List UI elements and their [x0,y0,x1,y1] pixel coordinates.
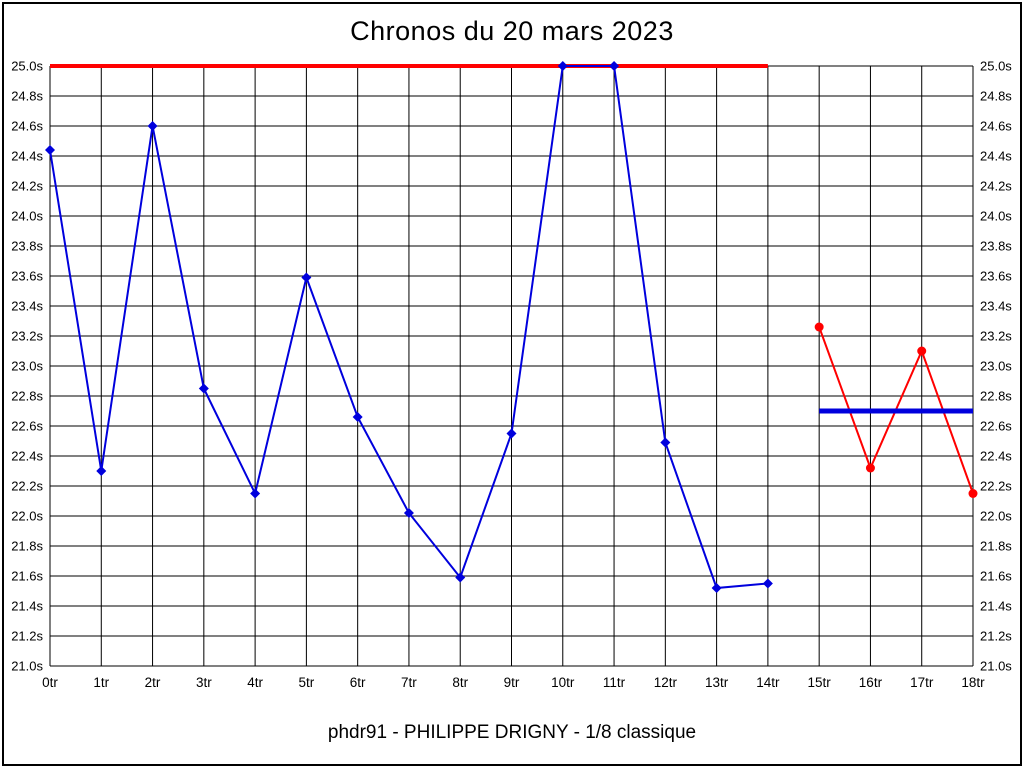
y-tick-label-right: 21.6s [980,569,1012,584]
data-point-marker [455,572,466,583]
y-tick-label-right: 24.8s [980,89,1012,104]
y-tick-label-right: 23.8s [980,239,1012,254]
data-point-marker [609,61,620,71]
y-tick-label-right: 22.0s [980,509,1012,524]
y-tick-label-left: 21.0s [11,659,43,674]
y-tick-label-right: 22.8s [980,389,1012,404]
data-point-marker [557,61,568,71]
y-tick-label-right: 24.4s [980,149,1012,164]
y-tick-label-right: 21.4s [980,599,1012,614]
data-point-marker [250,488,261,499]
y-tick-label-left: 24.6s [11,119,43,134]
y-tick-label-right: 24.2s [980,179,1012,194]
y-tick-label-left: 21.2s [11,629,43,644]
chart-caption: phdr91 - PHILIPPE DRIGNY - 1/8 classique [327,722,697,743]
data-point-marker [917,346,927,356]
y-tick-label-right: 21.8s [980,539,1012,554]
y-tick-label-left: 21.8s [11,539,43,554]
y-tick-label-right: 21.2s [980,629,1012,644]
y-tick-label-right: 25.0s [980,59,1012,74]
data-point-marker [198,383,209,394]
y-tick-label-right: 23.4s [980,299,1012,314]
x-tick-label: 14tr [756,675,780,690]
x-tick-label: 12tr [654,675,678,690]
y-tick-label-right: 23.6s [980,269,1012,284]
data-point-marker [147,121,158,131]
data-point-marker [96,466,107,476]
data-point-marker [711,583,722,593]
y-tick-label-left: 23.4s [11,299,43,314]
y-tick-label-left: 24.0s [11,209,43,224]
y-tick-label-left: 22.4s [11,449,43,464]
x-tick-label: 6tr [350,675,366,690]
y-tick-label-right: 24.0s [980,209,1012,224]
x-tick-label: 5tr [299,675,315,690]
data-point-marker [403,508,414,518]
data-point-marker [352,412,363,422]
x-tick-label: 18tr [961,675,985,690]
y-tick-label-right: 21.0s [980,659,1012,674]
y-tick-label-right: 23.0s [980,359,1012,374]
x-tick-label: 9tr [504,675,520,690]
x-tick-label: 10tr [551,675,575,690]
x-tick-label: 13tr [705,675,729,690]
y-tick-label-left: 22.2s [11,479,43,494]
y-tick-label-left: 21.4s [11,599,43,614]
x-tick-label: 16tr [859,675,883,690]
y-tick-label-left: 22.8s [11,389,43,404]
y-tick-label-left: 22.0s [11,509,43,524]
data-point-marker [814,322,824,332]
y-tick-label-left: 23.0s [11,359,43,374]
x-tick-label: 2tr [145,675,161,690]
y-tick-label-left: 21.6s [11,569,43,584]
y-tick-label-left: 22.6s [11,419,43,434]
y-tick-label-right: 22.2s [980,479,1012,494]
data-point-marker [865,463,875,473]
data-point-marker [45,145,55,155]
data-point-marker [506,428,517,439]
x-tick-label: 1tr [93,675,109,690]
data-point-marker [762,578,773,589]
x-tick-label: 15tr [808,675,832,690]
y-tick-label-left: 24.2s [11,179,43,194]
chart-title: Chronos du 20 mars 2023 [350,16,674,46]
y-tick-label-right: 22.4s [980,449,1012,464]
x-tick-label: 7tr [401,675,417,690]
y-tick-label-left: 23.6s [11,269,43,284]
y-tick-label-right: 22.6s [980,419,1012,434]
data-point-marker [968,489,978,498]
y-tick-label-left: 23.8s [11,239,43,254]
y-tick-label-right: 24.6s [980,119,1012,134]
x-tick-label: 4tr [247,675,263,690]
x-tick-label: 3tr [196,675,212,690]
x-tick-label: 8tr [452,675,468,690]
y-tick-label-left: 23.2s [11,329,43,344]
y-tick-label-left: 24.8s [11,89,43,104]
x-tick-label: 0tr [42,675,58,690]
y-tick-label-right: 23.2s [980,329,1012,344]
x-tick-label: 11tr [603,675,626,690]
x-tick-label: 17tr [910,675,934,690]
y-tick-label-left: 25.0s [11,59,43,74]
data-point-marker [301,272,312,283]
y-tick-label-left: 24.4s [11,149,43,164]
data-point-marker [660,437,671,448]
